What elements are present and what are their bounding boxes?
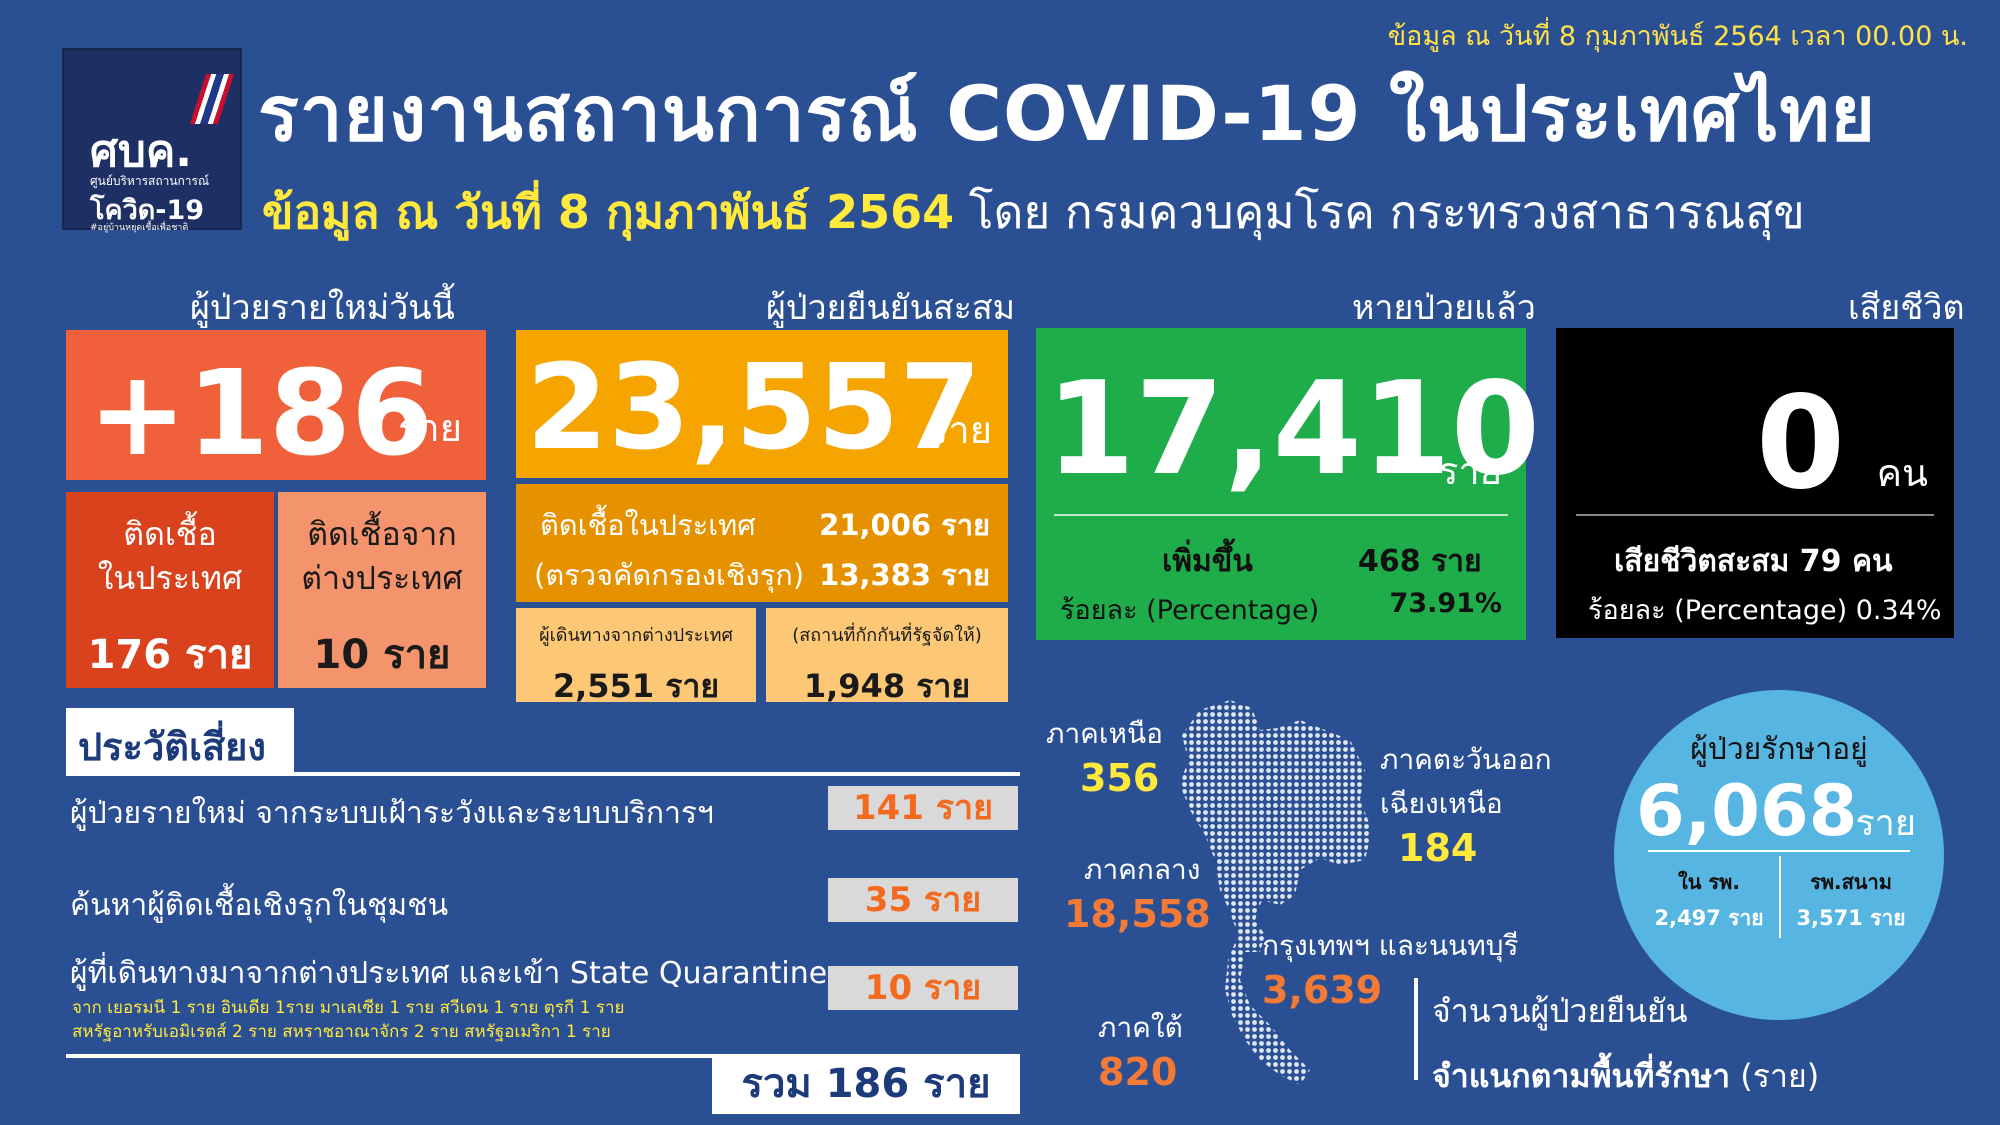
region-northeast: ภาคตะวันออก เฉียงเหนือ 184 [1380, 738, 1552, 870]
region-north-label: ภาคเหนือ [1046, 717, 1163, 750]
cca-logo: ศบค. ศูนย์บริหารสถานการณ์ โควิด-19 #อยู่… [62, 48, 242, 233]
recovered-increase-label: เพิ่มขึ้น [1162, 544, 1253, 579]
recovered-card: 17,410 ราย เพิ่มขึ้น 468 ราย ร้อยละ (Per… [1036, 328, 1540, 640]
legend-line1: จำนวนผู้ป่วยยืนยัน [1432, 992, 1688, 1030]
logo-line2: โควิด-19 [90, 195, 205, 226]
treating-card: ผู้ป่วยรักษาอยู่ 6,068 ราย ใน รพ. 2,497 … [1614, 690, 1944, 1020]
region-central-value: 18,558 [1064, 892, 1211, 936]
cumulative-unit: ราย [927, 408, 992, 452]
imported-value: 10 ราย [313, 632, 451, 678]
logo-line3: #อยู่บ้านหยุดเชื้อเพื่อชาติ [90, 223, 189, 233]
deaths-unit: คน [1876, 451, 1928, 495]
region-north: ภาคเหนือ 356 [1046, 712, 1163, 800]
deaths-label: เสียชีวิต [1848, 288, 1965, 328]
hospital-label: ใน รพ. [1678, 870, 1740, 894]
divider [1576, 514, 1934, 516]
region-south-value: 820 [1098, 1050, 1178, 1094]
cumulative-details: ติดเชื้อในประเทศ 21,006 ราย (ตรวจคัดกรอง… [516, 484, 1008, 602]
subtitle-source: โดย กรมควบคุมโรค กระทรวงสาธารณสุข [954, 185, 1805, 239]
divider [1414, 978, 1418, 1080]
region-central-label: ภาคกลาง [1084, 853, 1201, 886]
region-northeast-value: 184 [1398, 826, 1478, 870]
region-central: ภาคกลาง 18,558 [1064, 848, 1211, 936]
recovered-value: 17,410 [1046, 355, 1540, 504]
domestic-infection-card: ติดเชื้อ ในประเทศ 176 ราย [66, 492, 274, 688]
risk-row-label: ผู้ป่วยรายใหม่ จากระบบเฝ้าระวังและระบบบร… [70, 796, 714, 831]
thai-flag-icon [189, 74, 235, 124]
subtitle-date: ข้อมูล ณ วันที่ 8 กุมภาพันธ์ 2564 [262, 185, 955, 239]
travelers-value: 2,551 ราย [552, 667, 720, 705]
region-bangkok: กรุงเทพฯ และนนทบุรี 3,639 [1262, 924, 1519, 1012]
cum-screening-value: 13,383 ราย [819, 558, 990, 592]
map-legend: จำนวนผู้ป่วยยืนยัน จำแนกตามพื้นที่รักษา … [1432, 986, 1819, 1102]
quarantine-card: (สถานที่กักกันที่รัฐจัดให้) 1,948 ราย [766, 608, 1008, 705]
deaths-card: 0 คน เสียชีวิตสะสม 79 คน ร้อยละ (Percent… [1556, 328, 1954, 638]
recovered-percent-value: 73.91% [1389, 588, 1502, 619]
imported-label: ติดเชื้อจาก ต่างประเทศ [301, 515, 463, 597]
region-south-label: ภาคใต้ [1098, 1011, 1183, 1044]
region-bangkok-label: กรุงเทพฯ และนนทบุรี [1262, 929, 1519, 962]
cumulative-label: ผู้ป่วยยืนยันสะสม [766, 288, 1016, 328]
divider [1779, 856, 1781, 938]
treating-unit: ราย [1855, 803, 1916, 844]
new-cases-value: +186 [88, 344, 434, 482]
travelers-card: ผู้เดินทางจากต่างประเทศ 2,551 ราย [516, 608, 756, 705]
risk-note-countries: จาก เยอรมนี 1 ราย อินเดีย 1ราย มาเลเซีย … [72, 998, 625, 1018]
domestic-value: 176 ราย [87, 632, 253, 678]
imported-infection-card: ติดเชื้อจาก ต่างประเทศ 10 ราย [278, 492, 486, 688]
deaths-percent: ร้อยละ (Percentage) 0.34% [1588, 595, 1942, 626]
divider [66, 772, 1020, 776]
deaths-value: 0 [1756, 369, 1846, 518]
treating-value: 6,068 [1636, 770, 1858, 852]
recovered-increase-value: 468 ราย [1358, 544, 1482, 579]
recovered-unit: ราย [1437, 449, 1502, 493]
cum-screening-label: (ตรวจคัดกรองเชิงรุก) [534, 558, 805, 592]
field-hospital-label: รพ.สนาม [1810, 870, 1892, 894]
cumulative-value: 23,557 [526, 338, 982, 476]
date-note: ข้อมูล ณ วันที่ 8 กุมภาพันธ์ 2564 เวลา 0… [1387, 21, 1968, 52]
region-north-value: 356 [1080, 756, 1160, 800]
logo-line1: ศูนย์บริหารสถานการณ์ [90, 174, 210, 188]
cum-domestic-value: 21,006 ราย [819, 508, 990, 542]
quarantine-value: 1,948 ราย [803, 667, 971, 705]
cum-domestic-label: ติดเชื้อในประเทศ [540, 508, 756, 542]
region-northeast-label: ภาคตะวันออก เฉียงเหนือ [1380, 743, 1552, 820]
legend-line2: จำแนกตามพื้นที่รักษา (ราย) [1432, 1057, 1820, 1095]
divider [1648, 850, 1910, 852]
region-bangkok-value: 3,639 [1262, 968, 1383, 1012]
new-cases-unit: ราย [397, 406, 462, 450]
region-south: ภาคใต้ 820 [1098, 1006, 1183, 1094]
divider [66, 1054, 1020, 1058]
risk-row-value: 35 ราย [828, 878, 1018, 922]
page-subtitle: ข้อมูล ณ วันที่ 8 กุมภาพันธ์ 2564 โดย กร… [262, 176, 1805, 249]
quarantine-label: (สถานที่กักกันที่รัฐจัดให้) [792, 625, 982, 646]
new-cases-card: +186 ราย [66, 330, 486, 480]
field-hospital-value: 3,571 ราย [1796, 906, 1906, 930]
risk-row-value: 141 ราย [828, 786, 1018, 830]
cumulative-card: 23,557 ราย [516, 330, 1008, 478]
page-title: รายงานสถานการณ์ COVID-19 ในประเทศไทย [258, 69, 1877, 158]
risk-total: รวม 186 ราย [712, 1054, 1020, 1114]
risk-note-countries: สหรัฐอาหรับเอมิเรตส์ 2 ราย สหราชอาณาจักร… [72, 1022, 611, 1042]
logo-abbr: ศบค. [90, 126, 193, 177]
thailand-map-icon [1180, 700, 1372, 1085]
recovered-percent-label: ร้อยละ (Percentage) [1060, 595, 1320, 626]
travelers-label: ผู้เดินทางจากต่างประเทศ [539, 625, 733, 646]
risk-row-value: 10 ราย [828, 966, 1018, 1010]
divider [1054, 514, 1508, 516]
domestic-label: ติดเชื้อ ในประเทศ [97, 515, 243, 597]
new-cases-label: ผู้ป่วยรายใหม่วันนี้ [190, 288, 455, 328]
hospital-value: 2,497 ราย [1654, 906, 1764, 930]
deaths-cumulative: เสียชีวิตสะสม 79 คน [1614, 544, 1893, 579]
treating-label: ผู้ป่วยรักษาอยู่ [1690, 732, 1868, 767]
risk-row-label: ค้นหาผู้ติดเชื้อเชิงรุกในชุมชน [70, 888, 449, 923]
recovered-label: หายป่วยแล้ว [1352, 288, 1536, 328]
risk-history-title: ประวัติเสี่ยง [66, 708, 294, 772]
risk-row-label: ผู้ที่เดินทางมาจากต่างประเทศ และเข้า Sta… [70, 956, 828, 991]
